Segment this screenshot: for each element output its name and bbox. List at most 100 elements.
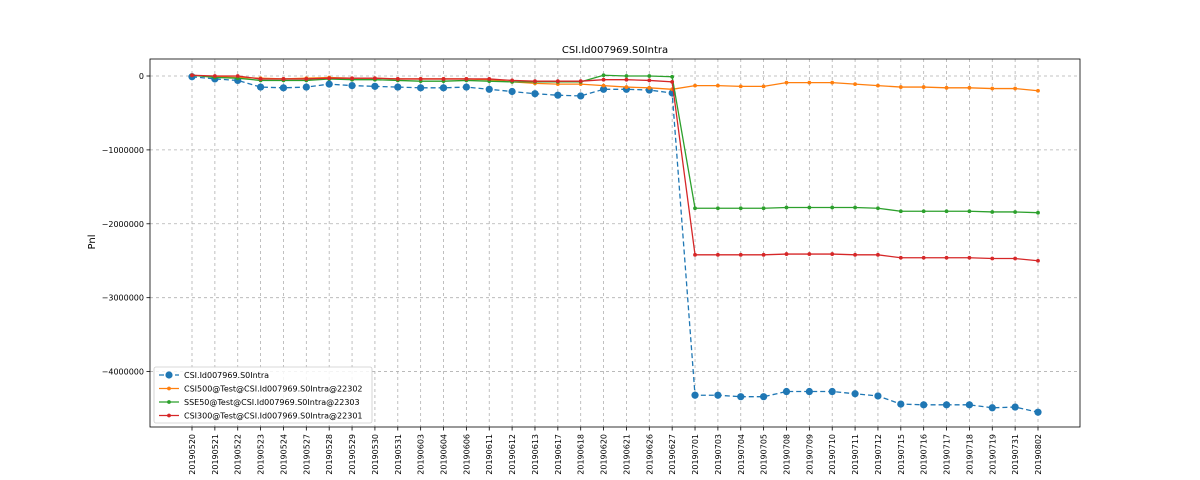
data-point (784, 252, 789, 256)
legend-label: CSI300@Test@CSI.Id007969.S0Intra@22301 (184, 412, 363, 421)
data-point (990, 210, 995, 214)
data-point (531, 90, 539, 98)
data-point (1013, 256, 1018, 261)
x-tick-label: 20190531 (394, 434, 403, 475)
data-point (487, 77, 492, 81)
data-point (830, 80, 835, 85)
y-axis-label: Pnl (87, 235, 98, 250)
data-point (1011, 403, 1019, 411)
data-point (715, 83, 720, 88)
data-point (921, 209, 926, 214)
legend-item: CSI300@Test@CSI.Id007969.S0Intra@22301 (159, 412, 363, 421)
data-point (944, 255, 949, 260)
data-point (578, 79, 583, 84)
data-point (738, 84, 743, 89)
data-point (533, 79, 537, 84)
data-point (988, 404, 996, 412)
legend-item: CSI500@Test@CSI.Id007969.S0Intra@22302 (159, 385, 363, 394)
legend-swatch-marker (167, 413, 171, 418)
data-point (920, 401, 928, 409)
series-4 (190, 73, 1040, 263)
data-point (325, 80, 333, 88)
data-point (714, 391, 722, 399)
data-point (807, 80, 812, 85)
x-tick-label: 20190718 (965, 434, 974, 475)
data-point (1034, 408, 1042, 416)
data-point (784, 205, 789, 210)
legend-item: SSE50@Test@CSI.Id007969.S0Intra@22303 (159, 398, 360, 407)
axes: 20190520 20190521 20190522 20190523 20190524… (102, 58, 1081, 475)
y-tick-label: −3000000 (102, 294, 144, 303)
data-point (693, 206, 697, 211)
data-point (647, 74, 652, 78)
x-tick-label: 20190717 (943, 434, 952, 475)
x-tick-label: 20190715 (897, 434, 906, 475)
data-point (256, 83, 265, 91)
x-tick-label: 20190530 (371, 434, 380, 475)
x-tick-label: 20190529 (348, 434, 357, 475)
data-point (990, 86, 995, 91)
data-point (898, 209, 903, 214)
data-point (279, 84, 288, 92)
x-tick-label: 20190613 (531, 434, 540, 475)
data-point (464, 77, 469, 81)
data-point (258, 77, 263, 81)
data-point (944, 209, 949, 214)
data-point (967, 255, 972, 260)
data-point (394, 83, 402, 91)
data-point (853, 82, 857, 87)
x-tick-label: 20190709 (805, 434, 814, 475)
x-tick-label: 20190710 (828, 434, 837, 475)
data-point (965, 401, 974, 409)
data-point (418, 77, 423, 81)
x-tick-label: 20190612 (508, 434, 517, 475)
data-point (601, 83, 606, 88)
x-tick-label: 20190704 (737, 434, 746, 475)
data-point (944, 85, 949, 90)
x-tick-label: 20190626 (645, 434, 654, 475)
x-tick-label: 20190712 (874, 434, 883, 475)
legend-swatch-marker (165, 371, 173, 379)
data-point (327, 76, 332, 81)
grid (150, 59, 1080, 427)
data-point (281, 77, 286, 81)
series-line (191, 74, 1039, 262)
data-point (670, 80, 675, 84)
data-point (395, 77, 400, 81)
chart-title: CSI.Id007969.S0Intra (562, 45, 668, 56)
data-point (624, 85, 629, 89)
x-tick-label: 20190606 (462, 434, 471, 475)
x-tick-label: 20190620 (600, 434, 609, 475)
data-point (601, 73, 606, 78)
data-point (830, 205, 835, 210)
data-point (738, 252, 743, 257)
data-point (235, 74, 240, 78)
data-point (439, 84, 448, 92)
data-point (647, 85, 652, 90)
x-tick-label: 20190603 (417, 434, 426, 475)
legend-label: CSI500@Test@CSI.Id007969.S0Intra@22302 (184, 385, 363, 394)
x-tick-label: 20190524 (279, 434, 288, 475)
data-point (782, 387, 791, 396)
data-point (967, 85, 972, 90)
x-tick-label: 20190621 (622, 434, 631, 475)
x-tick-label: 20190701 (691, 434, 700, 475)
series-line (191, 76, 1039, 413)
data-point (784, 80, 789, 85)
x-tick-label: 20190523 (257, 434, 266, 475)
data-point (554, 91, 562, 99)
data-point (212, 74, 217, 78)
x-tick-label: 20190611 (485, 434, 494, 475)
x-tick-label: 20190528 (325, 434, 334, 475)
data-point (1036, 258, 1040, 263)
plot-frame (149, 58, 1081, 428)
data-point (761, 252, 766, 257)
legend-item: CSI.Id007969.S0Intra (159, 371, 269, 380)
data-point (874, 392, 882, 400)
data-point (624, 77, 629, 82)
data-point (302, 83, 310, 91)
data-point (967, 209, 972, 214)
y-tick-label: −1000000 (102, 146, 144, 155)
data-point (807, 205, 812, 210)
data-point (350, 76, 354, 81)
